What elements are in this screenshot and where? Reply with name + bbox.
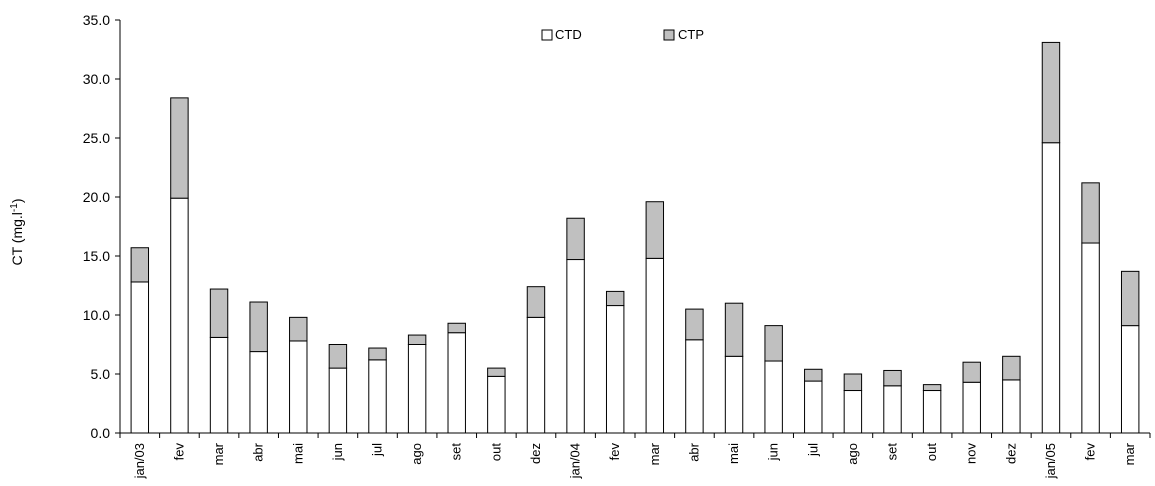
x-tick-label: mai [726,443,741,464]
x-tick-label: dez [528,443,543,464]
y-tick-label: 15.0 [83,248,110,264]
bar-ctp [526,286,546,318]
plot-area: 0.0 5.0 10.0 15.0 20.0 25.0 30.0 35.0 jan/03 fev m… [83,12,1151,479]
x-tick-label: nov [964,443,979,464]
x-tick-label: set [449,443,464,461]
bar-ctp [645,201,665,259]
bar-ctp [170,97,189,199]
bar-ctp [1081,182,1100,244]
bar-ctp [1002,355,1021,381]
bar-ctp [843,373,863,392]
legend-label-ctd: CTD [555,27,582,42]
x-tick-label: jan/03 [132,443,147,479]
x-tick-label: ago [409,443,424,465]
legend-label-ctp: CTP [678,27,704,42]
x-tick-label: abr [251,442,266,461]
bar-ctd [566,259,585,434]
bar-ctd [407,344,427,434]
bar-ctp [685,308,704,341]
x-tick-label: jul [805,443,820,457]
bar-ctp [922,384,942,392]
x-tick-label: dez [1003,443,1018,464]
bar-ctp [724,302,744,357]
bar-ctd [724,355,744,434]
x-tick-label: mai [290,443,305,464]
bar-ctp [1120,270,1140,327]
bar-ctd [487,375,506,434]
y-tick-label: 35.0 [83,12,110,28]
x-tick-label: mar [647,442,662,465]
x-tick-label: jul [370,443,385,457]
bar-ctd [526,316,546,434]
bar-ctd [605,305,625,434]
x-tick-label: ago [845,443,860,465]
bar-ctd [645,257,665,434]
x-tick-label: mar [211,442,226,465]
x-tick-label: jan/05 [1043,443,1058,479]
bar-ctd [170,197,189,434]
bar-ctp [249,301,268,353]
bar-ctd [1081,242,1100,434]
bar-ctp [1041,41,1061,144]
bar-ctd [209,336,229,434]
bar-ctp [962,361,981,383]
bar-ctd [843,390,863,434]
x-tick-label: set [885,443,900,461]
y-axis-label-text: CT (mg.l [9,212,25,265]
legend-swatch-ctp [663,29,675,41]
bar-ctd [804,380,823,434]
y-axis-label-superscript: -1 [9,203,20,212]
x-tick-label: out [488,443,503,461]
bar-ctd [368,359,387,434]
x-tick-label: fev [607,443,622,461]
bar-ctd [1041,142,1061,434]
bar-ctd [130,281,150,434]
y-axis-label: CT (mg.l-1) [9,199,26,266]
bar-ctp [764,325,783,362]
bar-ctp [328,344,348,369]
x-tick-label: fev [1083,443,1098,461]
x-tick-label: jan/04 [568,443,583,479]
bar-ctp [407,334,427,345]
bar-ctd [447,332,466,434]
x-tick-label: jun [766,443,781,461]
bar-ctd [922,390,942,434]
bar-ctp [566,217,585,261]
y-tick-label: 30.0 [83,71,110,87]
bar-ctp [487,367,506,377]
bar-ctp [883,369,902,387]
bar-ctp [368,347,387,361]
bar-ctp [605,290,625,307]
x-tick-label: out [924,443,939,461]
bar-ctd [1120,325,1140,434]
bar-ctp [447,322,466,334]
bar-ctp [804,368,823,382]
y-tick-label: 10.0 [83,307,110,323]
bar-ctd [289,340,308,434]
x-tick-label: mar [1122,442,1137,465]
y-tick-label: 20.0 [83,189,110,205]
bar-ctd [328,367,348,434]
y-tick-label: 25.0 [83,130,110,146]
y-tick-label: 0.0 [91,425,111,441]
bar-ctp [209,288,229,338]
legend-swatch-ctd [541,29,553,41]
bar-ctd [962,381,981,434]
bar-ctd [685,339,704,434]
x-tick-label: fev [171,443,186,461]
bar-ctd [883,385,902,434]
legend: CTD CTP [541,27,704,42]
bar-ctd [1002,379,1021,434]
bar-ctd [249,351,268,434]
bar-ctp [130,247,150,283]
bar-ctd [764,360,783,434]
bar-ctp [289,316,308,342]
x-tick-label: abr [686,442,701,461]
y-tick-label: 5.0 [91,366,111,382]
y-axis-label-close: ) [9,199,25,204]
x-tick-label: jun [330,443,345,461]
